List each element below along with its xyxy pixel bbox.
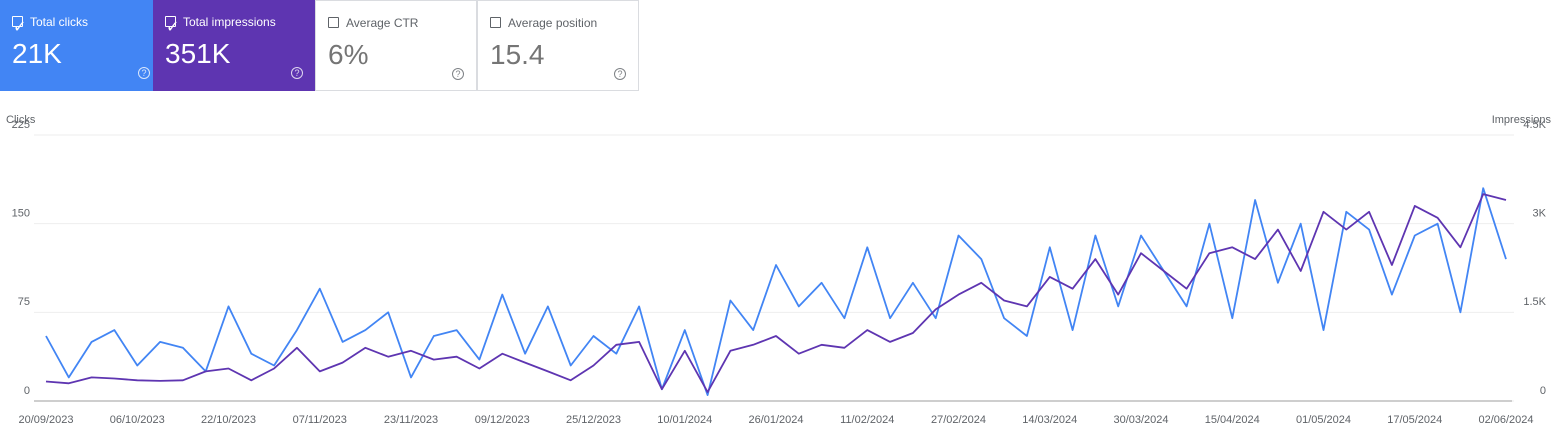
help-icon[interactable]: ?	[452, 68, 464, 80]
metric-value: 6%	[328, 39, 369, 70]
metric-label: Total clicks	[30, 15, 89, 29]
metric-card[interactable]: Average position 15.4 ?	[477, 0, 639, 91]
x-tick-label: 14/03/2024	[1022, 414, 1077, 426]
series-line	[45, 187, 1507, 396]
metric-label: Average CTR	[346, 16, 419, 30]
x-tick-label: 07/11/2023	[293, 414, 347, 426]
y-tick-label: 150	[12, 208, 30, 220]
x-tick-label: 17/05/2024	[1387, 414, 1442, 426]
x-tick-label: 09/12/2023	[475, 414, 530, 426]
y-tick-label: 0	[24, 385, 30, 397]
y2-tick-label: 1.5K	[1523, 296, 1546, 308]
x-tick-label: 10/01/2024	[657, 414, 712, 426]
x-tick-label: 25/12/2023	[566, 414, 621, 426]
metric-value: 15.4	[490, 39, 545, 70]
help-icon[interactable]: ?	[291, 67, 303, 79]
checkbox	[490, 17, 501, 28]
metric-value: 351K	[165, 38, 231, 69]
y-tick-label: 75	[18, 296, 30, 308]
help-icon[interactable]: ?	[138, 67, 150, 79]
x-tick-label: 15/04/2024	[1205, 414, 1260, 426]
help-icon[interactable]: ?	[614, 68, 626, 80]
x-tick-label: 01/05/2024	[1296, 414, 1351, 426]
y2-tick-label: 4.5K	[1523, 119, 1546, 131]
metric-card[interactable]: ✓ Total impressions 351K ?	[153, 0, 315, 91]
y-axis-label: Clicks	[6, 114, 36, 126]
checkbox	[328, 17, 339, 28]
y-tick-label: 225	[12, 119, 30, 131]
x-tick-label: 11/02/2024	[840, 414, 894, 426]
series-line	[45, 193, 1507, 393]
x-tick-label: 06/10/2023	[110, 414, 165, 426]
metric-value: 21K	[12, 38, 62, 69]
x-tick-label: 26/01/2024	[748, 414, 803, 426]
x-tick-label: 27/02/2024	[931, 414, 986, 426]
x-tick-label: 22/10/2023	[201, 414, 256, 426]
checkbox: ✓	[12, 16, 26, 36]
metric-label: Average position	[508, 16, 598, 30]
x-tick-label: 23/11/2023	[384, 414, 438, 426]
y2-tick-label: 0	[1540, 385, 1546, 397]
x-tick-label: 30/03/2024	[1113, 414, 1168, 426]
metric-card[interactable]: ✓ Total clicks 21K ?	[0, 0, 162, 91]
metric-card[interactable]: Average CTR 6% ?	[315, 0, 477, 91]
metric-label: Total impressions	[183, 15, 276, 29]
x-tick-label: 02/06/2024	[1478, 414, 1533, 426]
y2-axis-label: Impressions	[1492, 114, 1552, 126]
x-tick-label: 20/09/2023	[18, 414, 73, 426]
checkbox: ✓	[165, 16, 179, 36]
y2-tick-label: 3K	[1533, 208, 1547, 220]
